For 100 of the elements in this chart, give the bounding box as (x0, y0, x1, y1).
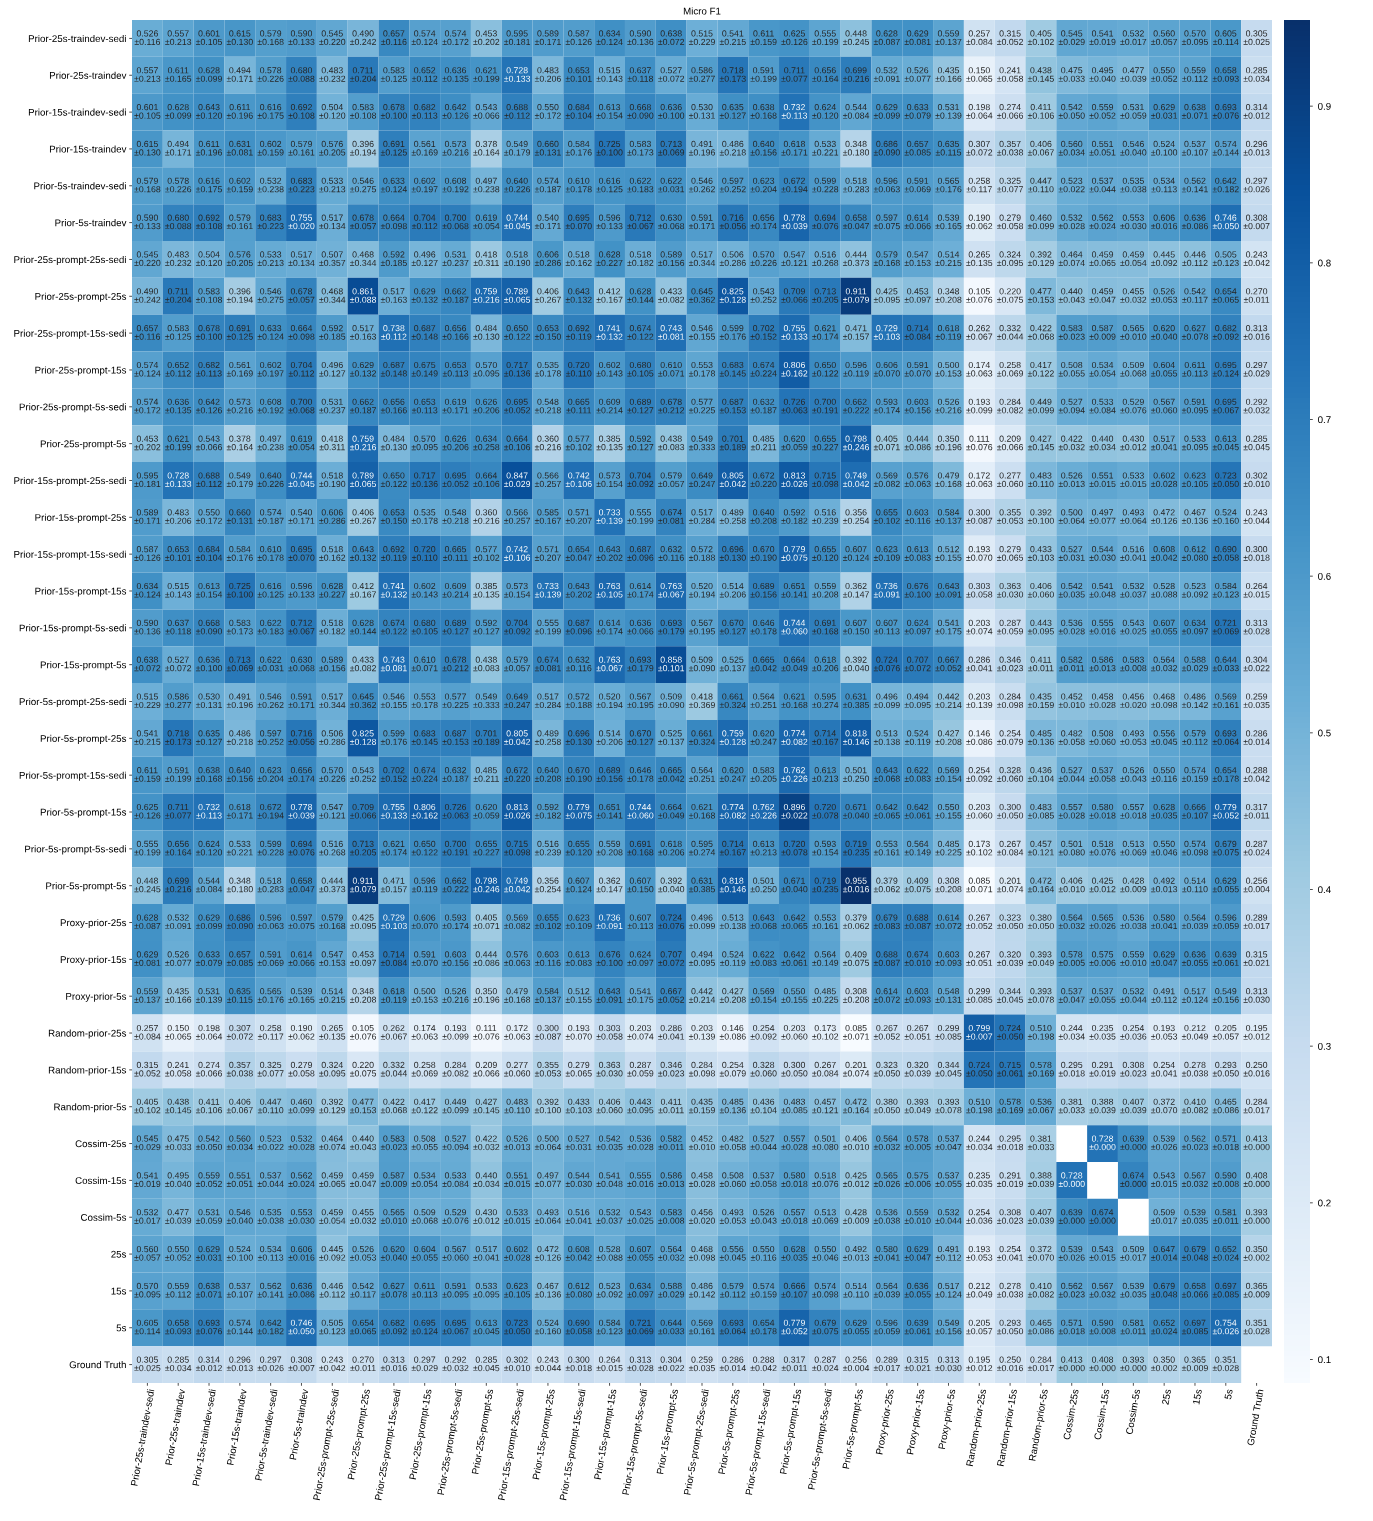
data-label: 0.609 ±0.214 (596, 398, 623, 414)
data-label: 0.493 ±0.064 (534, 1209, 562, 1224)
data-label: 0.634 ±0.124 (596, 30, 623, 45)
data-label: 0.578 ±0.005 (904, 1135, 931, 1151)
data-label: 0.412 ±0.167 (350, 582, 376, 598)
data-label: 0.085 ±0.071 (842, 1024, 869, 1040)
data-label: 0.548 ±0.218 (442, 509, 469, 524)
data-label: 0.724 ±0.050 (966, 1061, 993, 1077)
data-label: 0.628 ±0.035 (781, 1245, 808, 1261)
data-label: 0.602 ±0.028 (1151, 472, 1178, 488)
data-label: 0.265 ±0.135 (966, 251, 993, 267)
data-label: 0.235 ±0.035 (1089, 1024, 1116, 1040)
data-label: 0.265 ±0.135 (319, 1024, 346, 1040)
data-label: 0.317 ±0.011 (781, 1356, 808, 1372)
data-label: 0.172 ±0.063 (504, 1024, 531, 1040)
data-label: 0.407 ±0.039 (1120, 1098, 1147, 1114)
data-label: 0.713 ±0.205 (350, 840, 377, 856)
data-label: 0.453 ±0.097 (350, 951, 376, 966)
x-tick-label: 5s (1224, 1388, 1233, 1400)
data-label: 0.536 ±0.038 (873, 1209, 900, 1224)
data-label: 0.700 ±0.068 (288, 398, 315, 414)
data-label: 0.714 ±0.167 (719, 840, 746, 856)
data-label: 0.388 ±0.039 (1089, 1098, 1116, 1114)
data-label: 0.514 ±0.215 (935, 251, 962, 267)
data-label: 0.643 ±0.132 (565, 288, 592, 303)
data-label: 0.549 ±0.156 (935, 1319, 962, 1335)
data-label: 0.720 ±0.110 (411, 546, 438, 561)
data-label: 0.515 ±0.229 (134, 693, 161, 709)
data-label: 0.497 ±0.238 (473, 177, 500, 193)
data-label: 0.724 ±0.050 (997, 1024, 1024, 1040)
data-label: 0.379 ±0.062 (873, 877, 900, 893)
data-label: 0.392 ±0.040 (842, 656, 870, 672)
data-label: 0.658 ±0.093 (1212, 67, 1239, 82)
data-label: 0.805 ±0.042 (504, 730, 531, 745)
data-label: 0.545 ±0.220 (134, 251, 161, 267)
data-label: 0.633 ±0.124 (257, 325, 284, 340)
data-label: 0.536 ±0.067 (1027, 1098, 1054, 1114)
data-label: 0.683 ±0.223 (257, 214, 284, 230)
data-label: 0.433 ±0.103 (565, 1098, 592, 1114)
data-label: 0.655 ±0.227 (812, 435, 839, 451)
data-label: 0.314 ±0.012 (195, 1356, 222, 1372)
data-label: 0.640 ±0.208 (534, 767, 561, 782)
data-label: 0.241 ±0.058 (997, 67, 1024, 82)
data-label: 0.324 ±0.095 (997, 251, 1024, 267)
data-label: 0.587 ±0.009 (380, 1172, 407, 1187)
y-tick-label: Prior-15s-prompt-15s-sedi (14, 550, 126, 560)
data-label: 0.518 ±0.283 (842, 177, 870, 193)
data-label: 0.597 ±0.252 (257, 730, 284, 745)
data-label: 0.567 ±0.032 (1181, 1172, 1208, 1187)
data-label: 0.604 ±0.055 (411, 1245, 438, 1261)
data-label: 0.277 ±0.060 (997, 472, 1024, 488)
data-label: 0.412 ±0.167 (596, 288, 623, 303)
data-label: 0.504 ±0.120 (195, 251, 223, 267)
data-label: 0.365 ±0.009 (1181, 1356, 1208, 1372)
data-label: 0.527 ±0.044 (750, 1135, 777, 1151)
data-label: 0.355 ±0.053 (997, 509, 1024, 524)
data-label: 0.557 ±0.213 (165, 30, 192, 45)
data-label: 0.759 ±0.128 (719, 730, 746, 745)
data-label: 0.524 ±0.119 (904, 730, 931, 745)
data-label: 0.667 ±0.052 (658, 988, 685, 1003)
data-label: 0.320 ±0.039 (904, 1061, 931, 1077)
data-label: 0.526 ±0.053 (350, 1245, 377, 1261)
data-label: 0.701 ±0.189 (473, 730, 500, 745)
data-label: 0.630 ±0.068 (658, 214, 685, 230)
data-label: 0.407 ±0.039 (1027, 1209, 1054, 1224)
data-label: 0.533 ±0.221 (226, 840, 253, 856)
data-label: 0.607 ±0.124 (565, 877, 592, 893)
data-label: 0.285 ±0.045 (1243, 435, 1270, 451)
data-label: 0.396 ±0.194 (350, 140, 377, 156)
data-label: 0.493 ±0.064 (1120, 509, 1147, 524)
data-label: 0.406 ±0.267 (350, 509, 376, 524)
data-label: 0.674 ±0.122 (380, 619, 407, 635)
data-label: 0.286 ±0.014 (1243, 730, 1270, 745)
data-label: 0.693 ±0.076 (1212, 104, 1239, 119)
data-label: 0.664 ±0.049 (781, 656, 808, 672)
data-label: 0.613 ±0.154 (195, 582, 223, 598)
data-label: 0.483 ±0.232 (319, 67, 346, 82)
data-label: 0.606 ±0.070 (873, 361, 900, 377)
data-label: 0.616 ±0.175 (257, 104, 284, 119)
data-label: 0.514 ±0.206 (719, 582, 746, 598)
data-label: 0.393 ±0.078 (935, 1098, 962, 1114)
data-label: 0.642 ±0.182 (257, 1319, 284, 1335)
data-label: 0.550 ±0.116 (750, 1245, 777, 1261)
data-label: 0.778 ±0.039 (781, 214, 808, 230)
data-label: 0.460 ±0.099 (1027, 214, 1054, 230)
data-label: 0.195 ±0.012 (966, 1356, 993, 1372)
data-label: 0.541 ±0.019 (134, 1172, 161, 1187)
data-label: 0.695 ±0.070 (565, 214, 592, 230)
data-label: 0.547 ±0.153 (904, 251, 931, 267)
data-label: 0.528 ±0.088 (1151, 582, 1178, 598)
data-label: 0.633 ±0.079 (904, 104, 931, 119)
data-label: 0.564 ±0.039 (873, 1282, 900, 1298)
y-tick-label: Prior-15s-prompt-5s-sedi (19, 624, 126, 634)
data-label: 0.553 ±0.161 (873, 840, 900, 856)
data-label: 0.549 ±0.179 (504, 140, 531, 156)
data-label: 0.427 ±0.208 (935, 730, 962, 745)
data-label: 0.618 ±0.119 (935, 325, 962, 340)
data-label: 0.516 ±0.041 (1120, 546, 1147, 561)
data-label: 0.427 ±0.145 (473, 1098, 500, 1114)
data-label: 0.679 ±0.075 (812, 1319, 839, 1335)
